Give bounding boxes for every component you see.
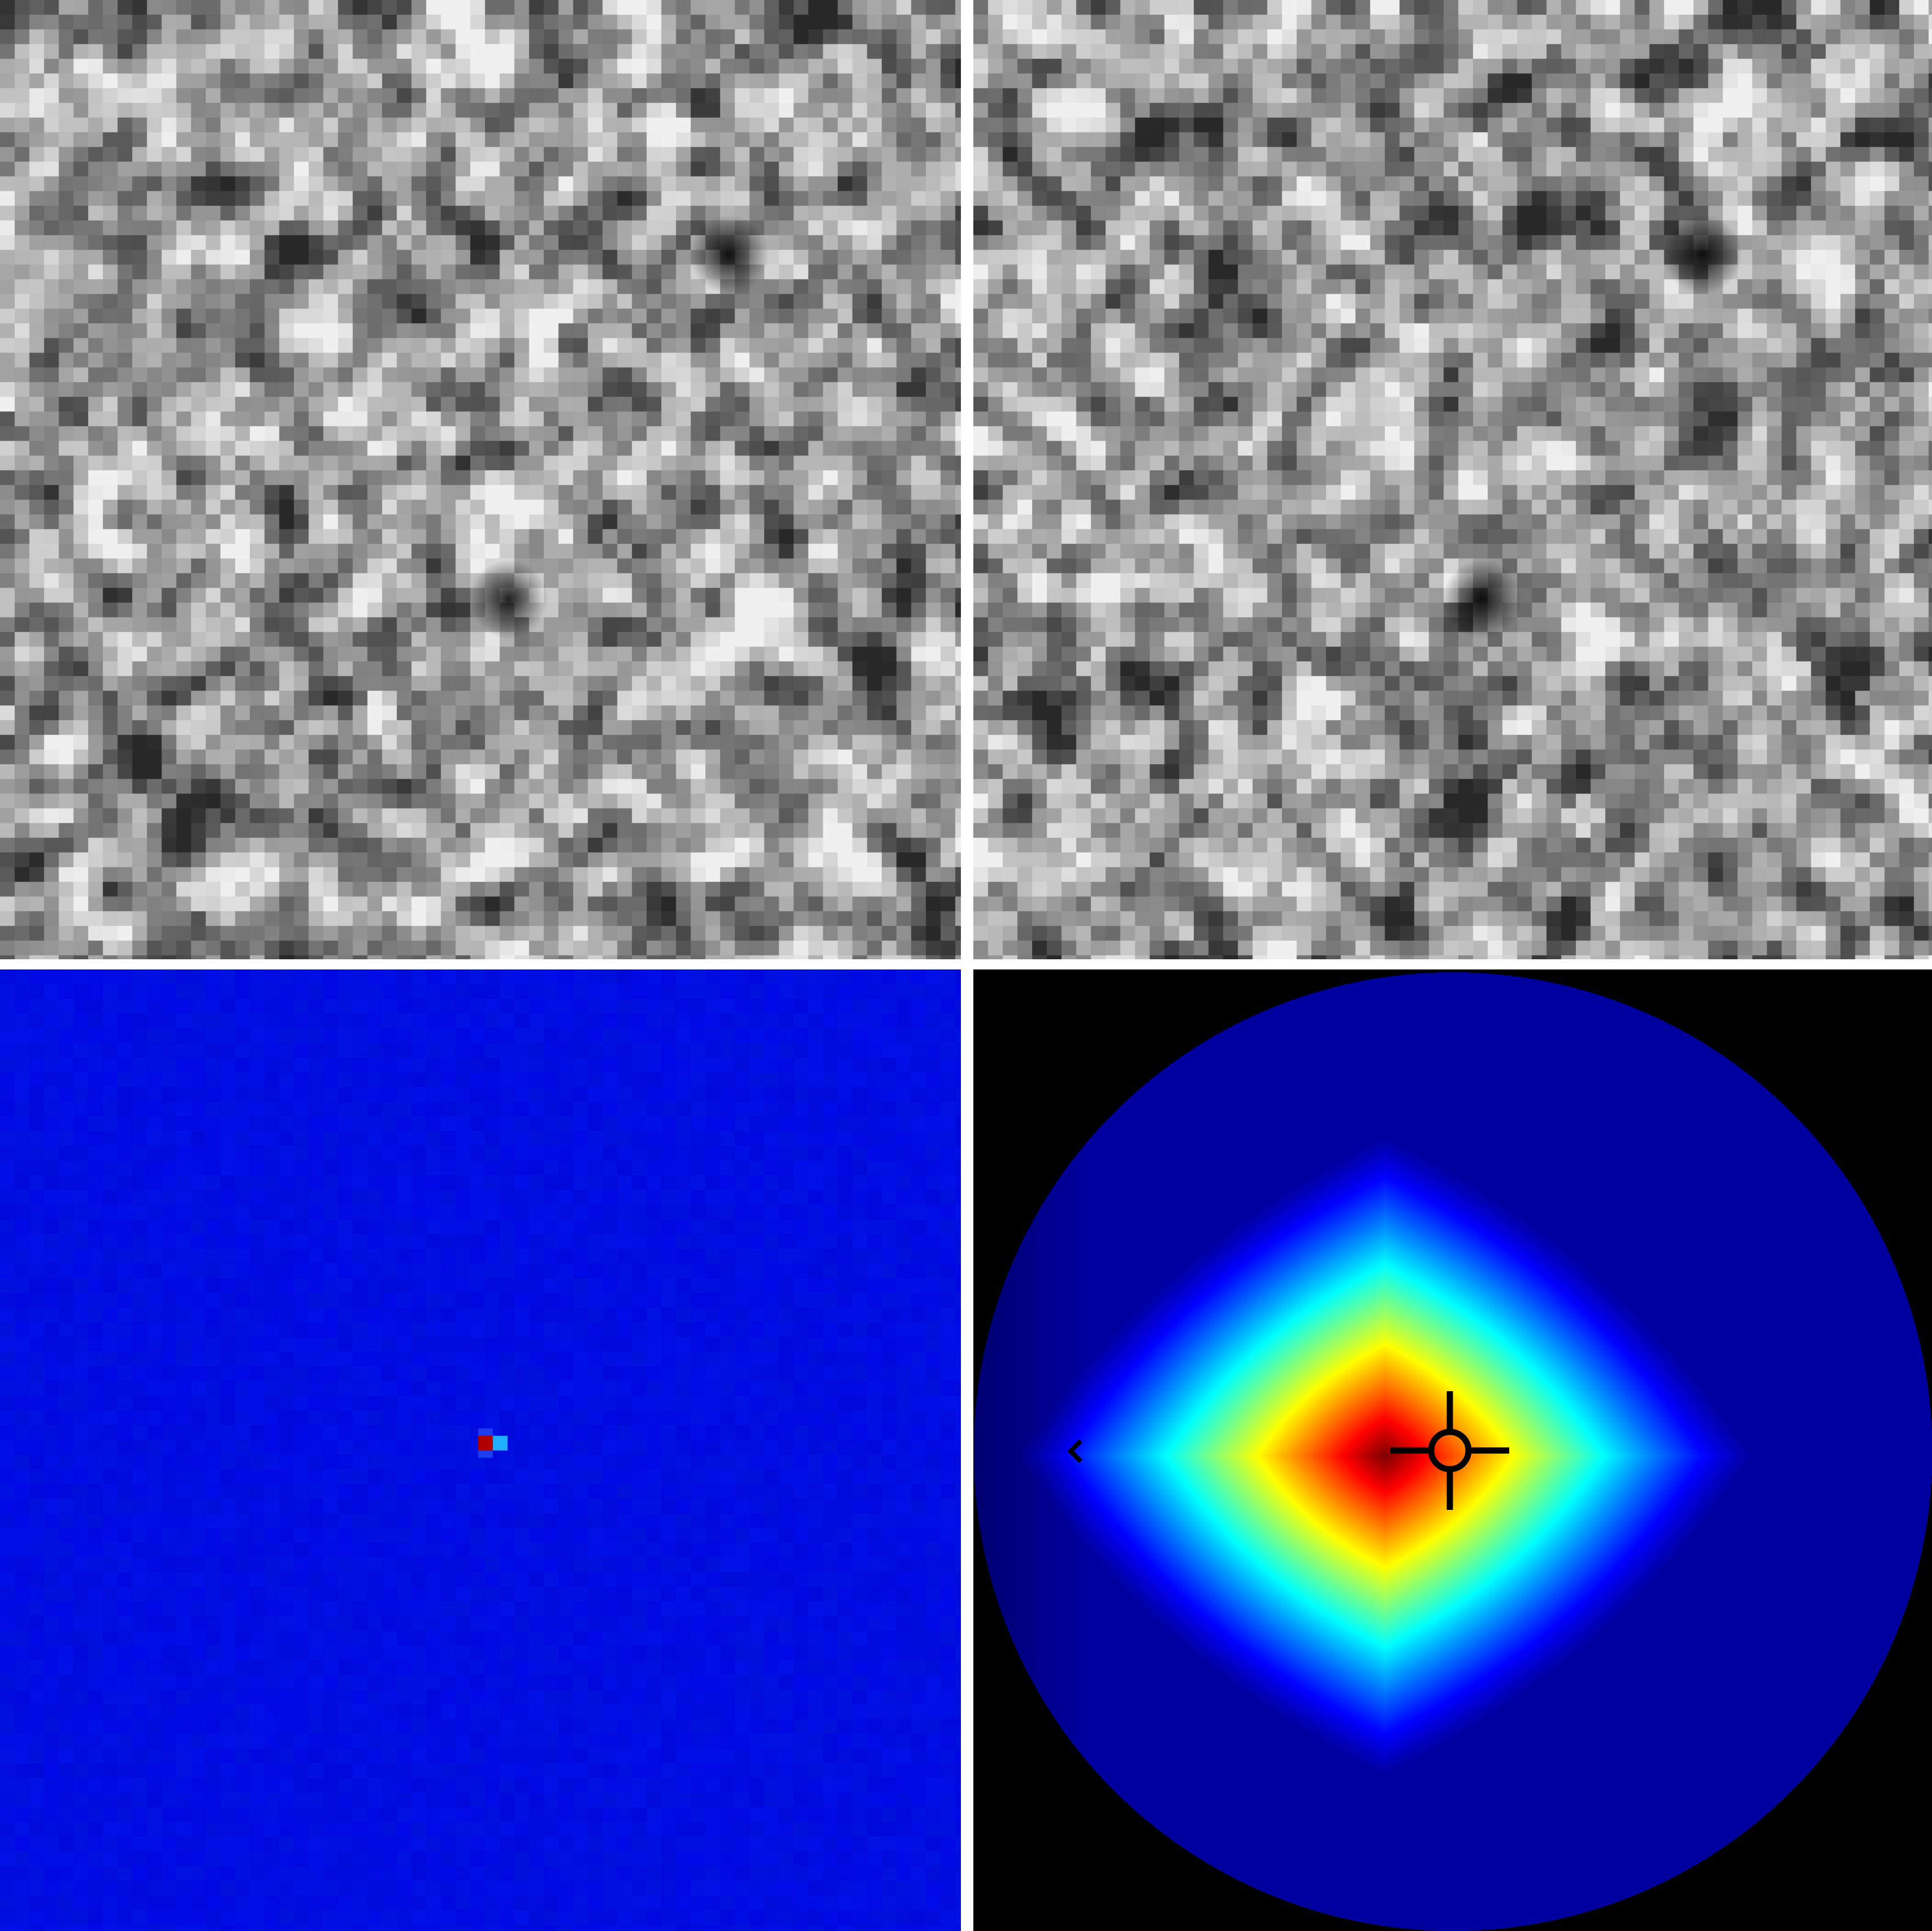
left-arrow-icon <box>1067 1439 1082 1463</box>
residual-map-canvas <box>0 969 961 1931</box>
image-a-canvas <box>0 0 961 959</box>
crosshair-target-icon[interactable] <box>1390 1391 1509 1510</box>
correlation-map-panel <box>973 969 1932 1931</box>
residual-map-panel <box>0 969 961 1931</box>
image-b-canvas <box>973 0 1932 959</box>
correlation-map-canvas <box>973 969 1932 1931</box>
image-a-panel <box>0 0 961 959</box>
image-b-panel <box>973 0 1932 959</box>
